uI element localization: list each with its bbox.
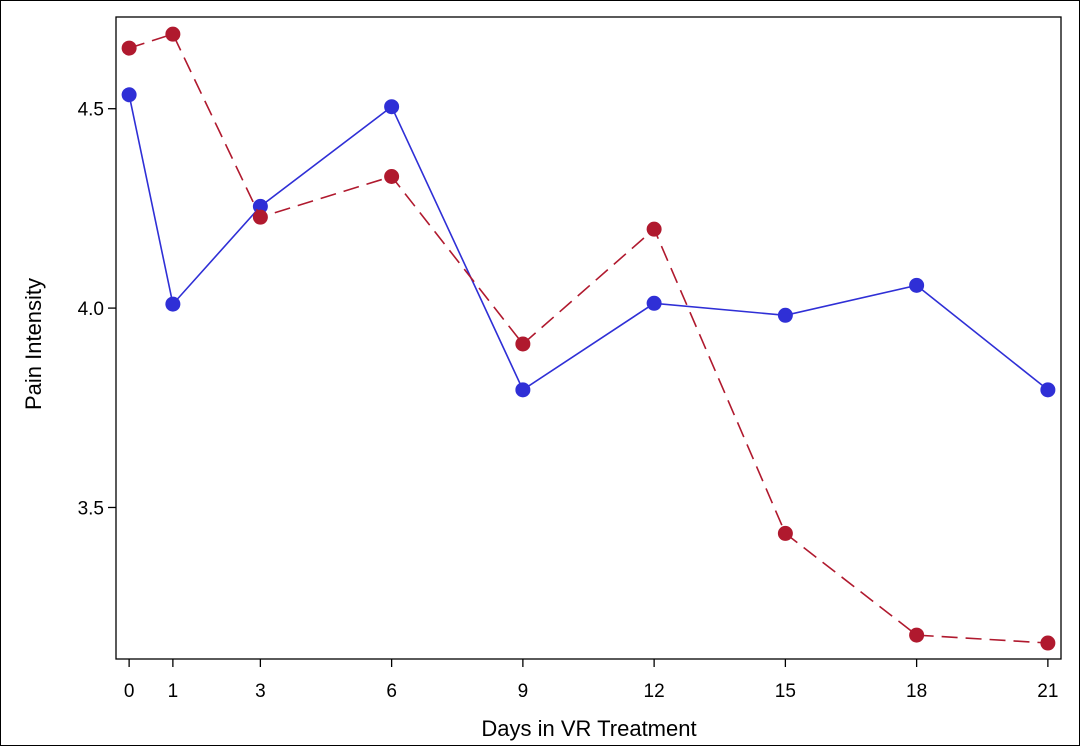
plot-area [115, 16, 1062, 660]
x-tick-label: 18 [906, 681, 927, 702]
data-point [777, 307, 793, 323]
series-1 [121, 87, 1056, 398]
y-tick-label: 3.5 [78, 498, 104, 519]
x-axis-title: Days in VR Treatment [481, 716, 696, 741]
data-point [384, 169, 400, 185]
x-tick-label: 9 [518, 681, 529, 702]
y-tick-label: 4.0 [78, 299, 104, 320]
data-point [777, 525, 793, 541]
series-2 [121, 26, 1056, 651]
data-point [646, 221, 662, 237]
data-point [252, 209, 268, 225]
series-layer [121, 26, 1056, 651]
data-point [1040, 635, 1056, 651]
x-tick-label: 0 [124, 681, 135, 702]
x-tick-label: 12 [644, 681, 665, 702]
x-tick-label: 3 [255, 681, 266, 702]
data-point [121, 87, 137, 103]
data-point [165, 296, 181, 312]
plot-border [115, 16, 1062, 660]
y-axis-title: Pain Intensity [21, 278, 46, 410]
series-line [128, 94, 1049, 391]
x-tick-label: 15 [775, 681, 796, 702]
data-point [909, 277, 925, 293]
data-point [384, 99, 400, 115]
x-tick-label: 6 [386, 681, 397, 702]
data-point [1040, 382, 1056, 398]
x-tick-label: 21 [1037, 681, 1058, 702]
data-point [515, 382, 531, 398]
series-line [128, 33, 1048, 644]
data-point [909, 627, 925, 643]
x-axis: 0 1 3 6 9 12 15 18 21 [124, 659, 1058, 702]
data-point [646, 295, 662, 311]
data-point [121, 40, 137, 56]
data-point [165, 26, 181, 42]
data-point [515, 336, 531, 352]
x-tick-label: 1 [168, 681, 179, 702]
y-tick-label: 4.5 [78, 100, 104, 121]
y-axis: 3.5 4.0 4.5 [78, 100, 116, 519]
